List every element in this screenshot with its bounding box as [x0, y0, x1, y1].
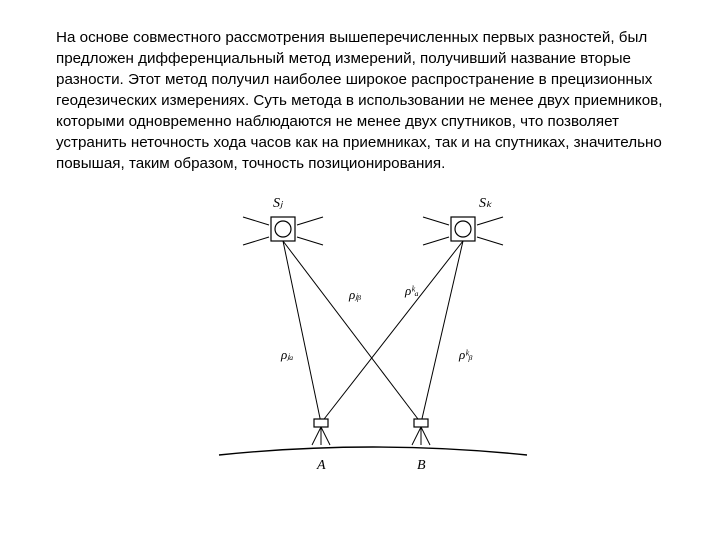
svg-text:ρⱼₐ: ρⱼₐ	[280, 347, 294, 362]
svg-text:A: A	[316, 458, 326, 473]
body-paragraph: На основе совместного рассмотрения вышеп…	[56, 28, 670, 175]
svg-text:ρⱼᵦ: ρⱼᵦ	[348, 287, 362, 302]
method-diagram: ρⱼₐ ρⱼᵦ ρᵏₐ ρᵏᵦ Sⱼ Sₖ A B	[56, 189, 670, 479]
svg-text:ρᵏᵦ: ρᵏᵦ	[458, 347, 473, 362]
svg-text:Sⱼ: Sⱼ	[273, 196, 284, 211]
svg-text:ρᵏₐ: ρᵏₐ	[404, 283, 419, 298]
svg-text:B: B	[417, 458, 426, 473]
svg-text:Sₖ: Sₖ	[479, 196, 493, 211]
